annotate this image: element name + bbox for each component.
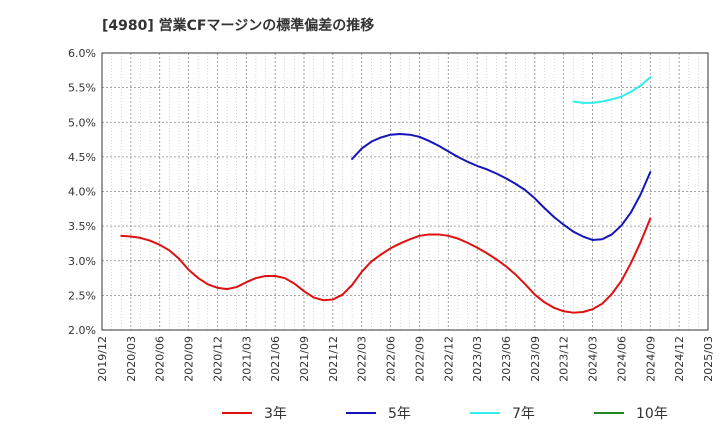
x-tick-label: 2024/06 <box>615 336 628 382</box>
legend-label: 10年 <box>636 406 668 422</box>
x-tick-label: 2020/09 <box>183 336 196 382</box>
y-tick-label: 2.5% <box>68 289 96 302</box>
series-line-7年 <box>572 76 652 104</box>
x-tick-label: 2021/03 <box>240 336 253 382</box>
x-tick-label: 2022/03 <box>356 336 369 382</box>
series-line-3年 <box>120 217 652 314</box>
y-tick-label: 3.0% <box>68 255 96 268</box>
legend-label: 3年 <box>264 406 287 422</box>
x-tick-label: 2020/06 <box>154 336 167 382</box>
series-line-5年 <box>351 133 652 241</box>
x-tick-label: 2024/09 <box>644 336 657 382</box>
legend-label: 7年 <box>512 406 535 422</box>
y-tick-label: 5.0% <box>68 116 96 129</box>
x-tick-label: 2021/09 <box>298 336 311 382</box>
x-tick-label: 2024/03 <box>587 336 600 382</box>
x-tick-label: 2020/12 <box>211 336 224 382</box>
plot-area <box>102 53 708 330</box>
x-tick-label: 2023/06 <box>500 336 513 382</box>
y-tick-label: 5.5% <box>68 82 96 95</box>
x-tick-label: 2023/03 <box>471 336 484 382</box>
y-axis-ticks: 2.0% 2.5% 3.0% 3.5% 4.0% 4.5% 5.0% 5.5% 6.0% <box>68 47 96 337</box>
y-tick-label: 4.0% <box>68 186 96 199</box>
y-tick-label: 2.0% <box>68 324 96 337</box>
legend-label: 5年 <box>388 406 411 422</box>
x-axis-ticks: 2019/12 2020/03 2020/06 2020/09 2020/12 2021/… <box>96 336 715 382</box>
y-tick-label: 6.0% <box>68 47 96 60</box>
x-tick-label: 2020/03 <box>125 336 138 382</box>
x-tick-label: 2025/03 <box>702 336 715 382</box>
x-tick-label: 2022/09 <box>413 336 426 382</box>
series-lines <box>120 76 652 314</box>
y-tick-label: 3.5% <box>68 220 96 233</box>
x-tick-label: 2021/06 <box>269 336 282 382</box>
x-tick-label: 2021/12 <box>327 336 340 382</box>
x-tick-label: 2022/12 <box>442 336 455 382</box>
plot-border <box>101 52 709 331</box>
y-tick-label: 4.5% <box>68 151 96 164</box>
grid <box>101 52 709 331</box>
legend: 3年 5年 7年 10年 <box>222 406 668 422</box>
x-tick-label: 2023/12 <box>558 336 571 382</box>
x-tick-label: 2024/12 <box>673 336 686 382</box>
chart-title: [4980] 営業CFマージンの標準偏差の推移 <box>102 17 374 34</box>
x-tick-label: 2023/09 <box>529 336 542 382</box>
x-tick-label: 2022/06 <box>385 336 398 382</box>
x-tick-label: 2019/12 <box>96 336 109 382</box>
